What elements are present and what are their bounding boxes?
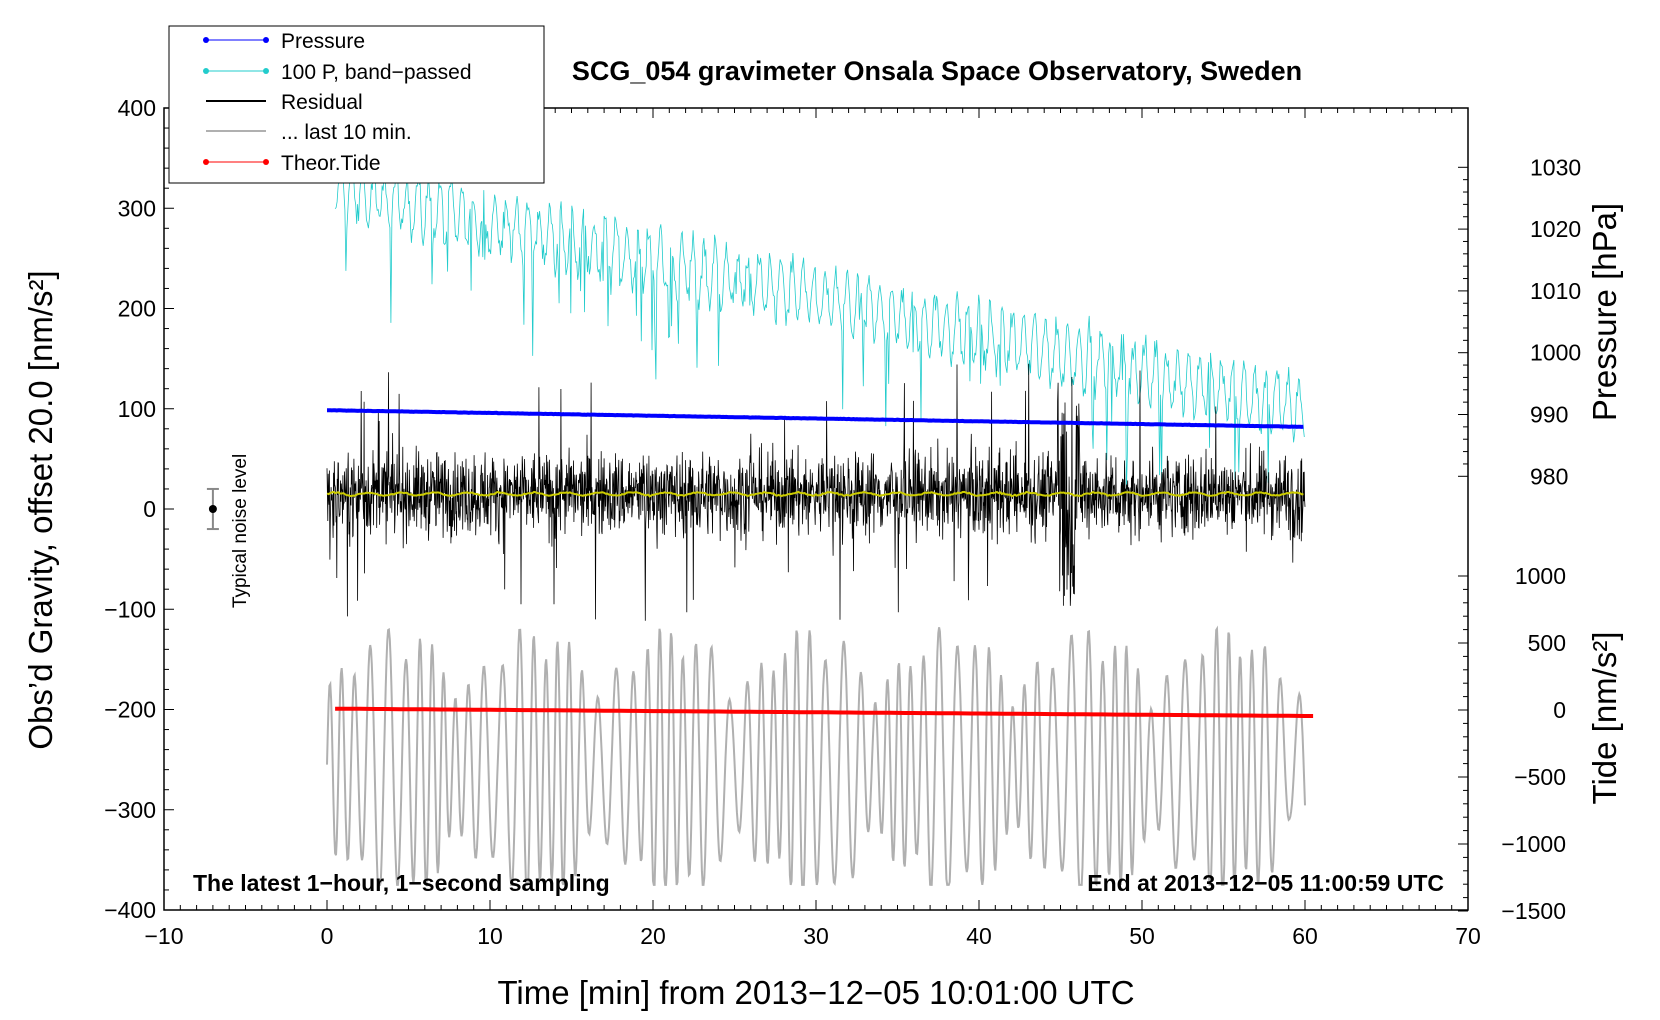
tide-axis-ticks: 1000 500 0 −500 −1000 −1500: [1458, 563, 1566, 924]
pressure-tick-label: 1020: [1530, 216, 1581, 242]
x-tick-label: 20: [640, 923, 666, 949]
y-axis-title-pressure: Pressure [hPa]: [1586, 203, 1623, 421]
pressure-tick-label: 980: [1530, 463, 1568, 489]
series-layer: [326, 173, 1314, 887]
series-last-10-min: [326, 625, 1306, 887]
y-tick-label: −200: [104, 697, 156, 723]
legend: Pressure 100 P, band−passed Residual ...…: [168, 25, 545, 184]
legend-item-pressure: Pressure: [203, 30, 365, 53]
pressure-tick-label: 1010: [1530, 278, 1581, 304]
noise-level-marker: [206, 487, 219, 531]
x-tick-label: −10: [144, 923, 183, 949]
y-tick-label: −300: [104, 797, 156, 823]
x-tick-label: 60: [1292, 923, 1318, 949]
series-band-passed-pressure: [334, 173, 1305, 491]
series-residual-smoothed: [326, 490, 1304, 498]
tide-tick-label: 500: [1528, 630, 1566, 656]
legend-label-last-10-min: ... last 10 min.: [281, 121, 412, 144]
tide-tick-label: −1500: [1501, 898, 1566, 924]
x-tick-label: 30: [803, 923, 829, 949]
noise-level-point: [208, 505, 217, 513]
legend-item-last-10-min: ... last 10 min.: [206, 121, 412, 144]
legend-label-residual: Residual: [281, 91, 363, 114]
y-tick-label: −100: [104, 596, 156, 622]
tide-tick-label: −1000: [1501, 831, 1566, 857]
x-tick-label: 50: [1129, 923, 1155, 949]
x-tick-label: 40: [966, 923, 992, 949]
tide-tick-label: 0: [1553, 697, 1566, 723]
series-residual: [326, 363, 1306, 621]
y-axis-title-tide: Tide [nm/s²]: [1586, 632, 1623, 805]
pressure-tick-label: 1030: [1530, 154, 1581, 180]
y-tick-label: 0: [143, 496, 156, 522]
pressure-tick-label: 1000: [1530, 340, 1581, 366]
legend-box: [168, 25, 545, 184]
y-tick-label: −400: [104, 897, 156, 923]
x-axis-title: Time [min] from 2013−12−05 10:01:00 UTC: [497, 974, 1134, 1011]
legend-item-band-passed: 100 P, band−passed: [203, 61, 472, 84]
y-tick-label: 400: [118, 95, 156, 121]
y-tick-label: 300: [118, 195, 156, 221]
legend-label-theor-tide: Theor.Tide: [281, 152, 381, 175]
legend-label-band-passed: 100 P, band−passed: [281, 61, 472, 84]
y-tick-label: 100: [118, 396, 156, 422]
y-left-axis-ticks: 400 300 200 100 0 −100 −200 −300 −400: [104, 95, 174, 923]
tide-tick-label: −500: [1514, 764, 1566, 790]
legend-item-residual: Residual: [206, 91, 363, 114]
noise-level-label: Typical noise level: [230, 454, 251, 608]
footer-left-annotation: The latest 1−hour, 1−second sampling: [193, 870, 610, 896]
chart-title: SCG_054 gravimeter Onsala Space Observat…: [572, 56, 1302, 86]
y-axis-title-left: Obs’d Gravity, offset 20.0 [nm/s²]: [22, 270, 59, 749]
footer-right-annotation: End at 2013−12−05 11:00:59 UTC: [1087, 870, 1444, 896]
series-pressure: [327, 408, 1304, 429]
pressure-tick-label: 990: [1530, 402, 1568, 428]
series-theor-tide: [335, 706, 1314, 718]
y-tick-label: 200: [118, 296, 156, 322]
x-tick-label: 0: [321, 923, 334, 949]
legend-label-pressure: Pressure: [281, 30, 365, 53]
tide-tick-label: 1000: [1515, 563, 1566, 589]
pressure-axis-ticks: 1030 1020 1010 1000 990 980: [1458, 154, 1581, 489]
legend-item-theor-tide: Theor.Tide: [203, 152, 381, 175]
x-tick-label: 70: [1455, 923, 1481, 949]
x-tick-label: 10: [477, 923, 503, 949]
